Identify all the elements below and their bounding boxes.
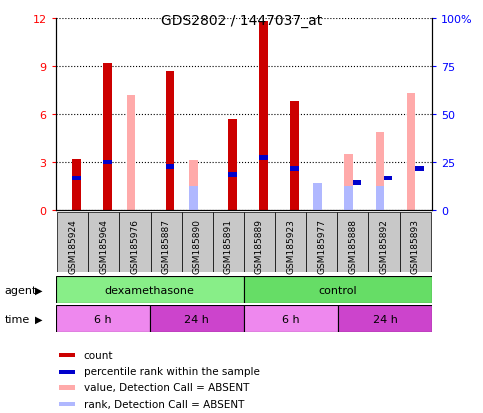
- Bar: [376, 132, 384, 211]
- Bar: [189, 161, 198, 211]
- Bar: [337, 213, 369, 273]
- Bar: [344, 187, 353, 211]
- Bar: [290, 166, 299, 171]
- Bar: [57, 213, 88, 273]
- Text: time: time: [5, 314, 30, 324]
- Bar: [72, 176, 81, 181]
- Text: GSM185893: GSM185893: [411, 219, 420, 273]
- Text: rank, Detection Call = ABSENT: rank, Detection Call = ABSENT: [84, 399, 244, 409]
- Bar: [275, 213, 306, 273]
- Text: value, Detection Call = ABSENT: value, Detection Call = ABSENT: [84, 382, 249, 392]
- Bar: [103, 64, 112, 211]
- Bar: [399, 213, 431, 273]
- Bar: [59, 386, 75, 390]
- Bar: [166, 71, 174, 211]
- Text: count: count: [84, 350, 114, 360]
- Bar: [353, 181, 361, 186]
- Bar: [228, 119, 237, 211]
- Text: ▶: ▶: [35, 285, 43, 295]
- Bar: [244, 306, 338, 332]
- Text: ▶: ▶: [35, 314, 43, 324]
- Bar: [384, 176, 392, 181]
- Text: 24 h: 24 h: [185, 314, 209, 324]
- Bar: [259, 155, 268, 160]
- Bar: [72, 159, 81, 211]
- Text: GSM185923: GSM185923: [286, 219, 295, 273]
- Bar: [313, 183, 322, 211]
- Text: dexamethasone: dexamethasone: [105, 285, 195, 295]
- Bar: [344, 154, 353, 211]
- Bar: [151, 213, 182, 273]
- Text: GSM185891: GSM185891: [224, 219, 233, 273]
- Text: control: control: [319, 285, 357, 295]
- Bar: [59, 353, 75, 357]
- Bar: [103, 160, 112, 165]
- Text: 24 h: 24 h: [373, 314, 398, 324]
- Bar: [407, 94, 415, 211]
- Text: GDS2802 / 1447037_at: GDS2802 / 1447037_at: [161, 14, 322, 28]
- Text: GSM185977: GSM185977: [317, 219, 326, 273]
- Text: GSM185889: GSM185889: [255, 219, 264, 273]
- Bar: [59, 402, 75, 406]
- Bar: [182, 213, 213, 273]
- Bar: [150, 306, 244, 332]
- Bar: [166, 165, 174, 170]
- Bar: [369, 213, 399, 273]
- Bar: [213, 213, 244, 273]
- Text: agent: agent: [5, 285, 37, 295]
- Text: 6 h: 6 h: [94, 314, 112, 324]
- Text: GSM185892: GSM185892: [380, 219, 388, 273]
- Text: GSM185890: GSM185890: [193, 219, 202, 273]
- Bar: [119, 213, 151, 273]
- Bar: [338, 306, 432, 332]
- Bar: [189, 187, 198, 211]
- Text: GSM185888: GSM185888: [348, 219, 357, 273]
- Bar: [376, 187, 384, 211]
- Text: GSM185964: GSM185964: [99, 219, 108, 273]
- Bar: [56, 277, 244, 304]
- Text: GSM185976: GSM185976: [130, 219, 140, 273]
- Text: percentile rank within the sample: percentile rank within the sample: [84, 366, 260, 376]
- Bar: [313, 187, 322, 211]
- Bar: [306, 213, 337, 273]
- Bar: [415, 166, 424, 171]
- Bar: [228, 173, 237, 178]
- Bar: [56, 306, 150, 332]
- Bar: [290, 102, 299, 211]
- Bar: [244, 213, 275, 273]
- Bar: [59, 370, 75, 374]
- Text: GSM185887: GSM185887: [162, 219, 170, 273]
- Bar: [88, 213, 119, 273]
- Bar: [259, 22, 268, 211]
- Text: GSM185924: GSM185924: [68, 219, 77, 273]
- Bar: [244, 277, 432, 304]
- Text: 6 h: 6 h: [282, 314, 300, 324]
- Bar: [127, 95, 135, 211]
